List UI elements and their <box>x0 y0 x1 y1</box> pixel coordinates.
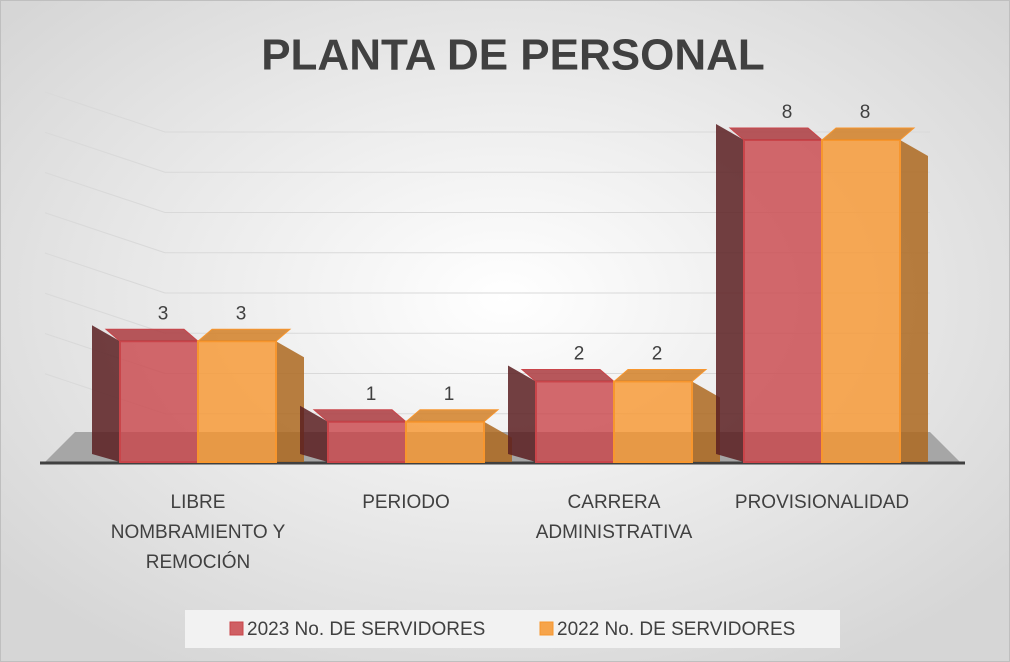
chart-title: PLANTA DE PERSONAL <box>261 31 765 80</box>
bar-face <box>821 139 901 463</box>
data-label: 3 <box>158 303 169 324</box>
bar-side <box>716 124 744 462</box>
bar-face <box>613 380 693 463</box>
bar <box>820 127 928 463</box>
grid-line <box>44 131 166 173</box>
bar-face <box>405 420 485 463</box>
bar <box>92 325 200 463</box>
bar <box>716 124 824 463</box>
bar-face <box>119 340 199 463</box>
bar-top <box>728 127 824 141</box>
data-label: 1 <box>444 384 455 405</box>
bar-top <box>404 409 500 423</box>
data-label: 3 <box>236 303 247 324</box>
data-label: 1 <box>366 384 377 405</box>
bar <box>300 405 408 463</box>
grid-line <box>44 252 166 294</box>
bar-top <box>196 328 292 342</box>
bar-face <box>535 380 615 463</box>
data-label: 8 <box>782 102 793 123</box>
x-tick-label: PERIODO <box>362 492 450 513</box>
bar-face <box>327 420 407 463</box>
bar <box>508 365 616 463</box>
bar-face <box>197 340 277 463</box>
data-label: 2 <box>574 344 585 365</box>
grid-line <box>44 172 166 213</box>
x-tick-label: PROVISIONALIDAD <box>735 492 909 513</box>
x-tick-label: LIBRE NOMBRAMIENTO Y REMOCIÓN <box>111 492 286 573</box>
legend-label: 2022 No. DE SERVIDORES <box>557 619 795 640</box>
bar-side <box>300 405 328 462</box>
bar-top <box>820 127 916 141</box>
bar-side <box>92 325 120 462</box>
bar <box>612 369 720 463</box>
bar <box>196 328 304 463</box>
bar <box>404 409 512 463</box>
bar-top <box>612 369 708 382</box>
bar-side <box>276 341 304 462</box>
legend-label: 2023 No. DE SERVIDORES <box>247 619 485 640</box>
data-label: 2 <box>652 344 663 365</box>
bar-top <box>520 369 616 382</box>
bar-top <box>312 409 408 423</box>
grid-line <box>44 292 166 334</box>
grid-line <box>44 212 166 254</box>
data-label: 8 <box>860 102 871 123</box>
legend-swatch <box>539 621 554 636</box>
grid-line <box>44 91 166 133</box>
bar-side <box>900 140 928 462</box>
bar-top <box>104 328 200 342</box>
x-tick-label: CARRERA ADMINISTRATIVA <box>536 492 693 543</box>
bar-side <box>692 381 720 462</box>
bar-face <box>743 139 823 463</box>
legend-swatch <box>229 621 244 636</box>
legend <box>185 610 840 648</box>
bar-side <box>484 421 512 462</box>
bar-side <box>508 365 536 462</box>
